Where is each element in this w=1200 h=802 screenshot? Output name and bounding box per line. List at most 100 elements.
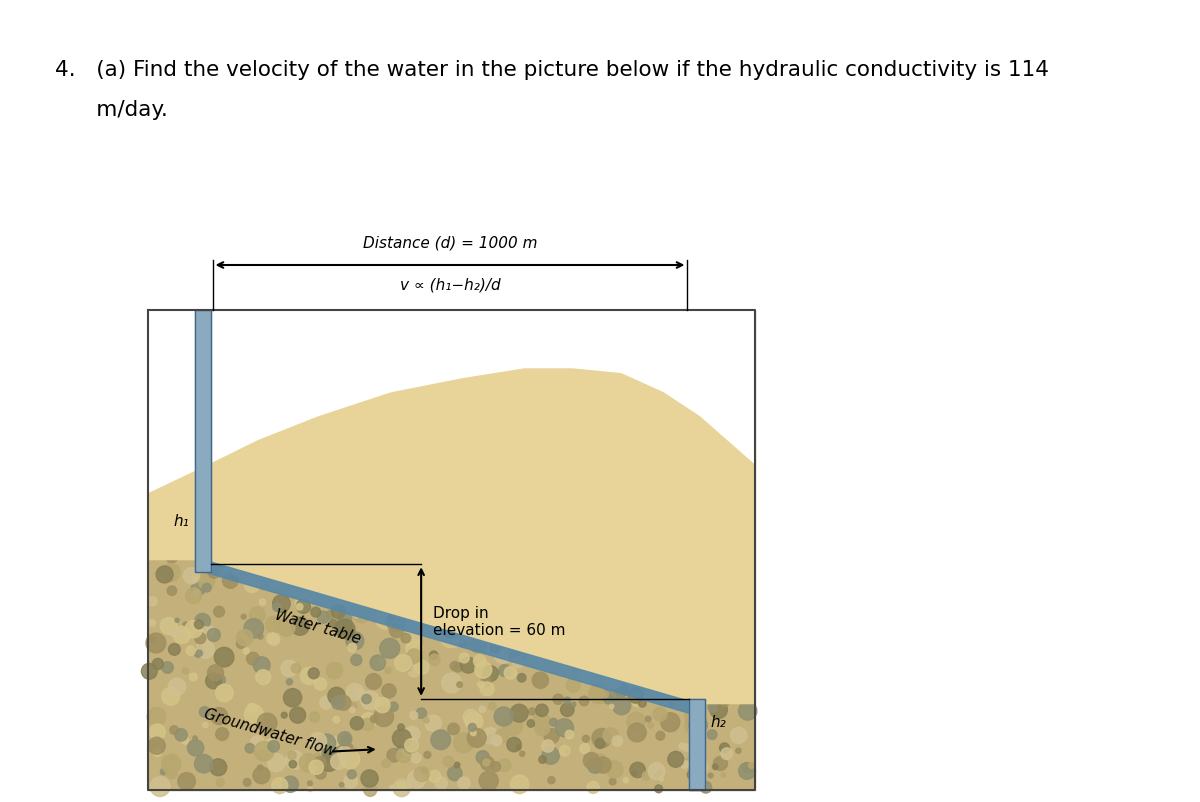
Circle shape <box>479 771 498 790</box>
Circle shape <box>562 661 572 671</box>
Circle shape <box>504 666 517 679</box>
Circle shape <box>149 737 166 754</box>
Circle shape <box>371 715 378 723</box>
Circle shape <box>451 625 464 638</box>
Circle shape <box>211 707 228 724</box>
Circle shape <box>154 748 161 756</box>
Circle shape <box>258 634 263 639</box>
Circle shape <box>203 723 208 727</box>
Circle shape <box>379 659 385 665</box>
Circle shape <box>347 683 364 700</box>
Circle shape <box>533 713 551 731</box>
Circle shape <box>247 703 257 713</box>
Circle shape <box>257 673 265 682</box>
Circle shape <box>379 638 400 658</box>
Circle shape <box>533 672 548 688</box>
Circle shape <box>460 638 464 643</box>
Circle shape <box>319 696 332 709</box>
Circle shape <box>454 733 474 753</box>
Circle shape <box>272 603 281 611</box>
Circle shape <box>286 751 305 769</box>
Circle shape <box>196 650 203 656</box>
Circle shape <box>604 695 613 704</box>
Circle shape <box>550 719 558 726</box>
Circle shape <box>361 695 371 703</box>
Circle shape <box>246 652 259 665</box>
Circle shape <box>168 643 180 655</box>
Circle shape <box>503 715 522 735</box>
Circle shape <box>236 630 253 646</box>
Circle shape <box>713 764 718 769</box>
Circle shape <box>236 639 246 648</box>
Circle shape <box>626 712 646 731</box>
Circle shape <box>336 619 355 638</box>
Circle shape <box>292 663 301 673</box>
Circle shape <box>431 730 450 750</box>
Circle shape <box>388 614 395 621</box>
Circle shape <box>410 752 421 763</box>
Circle shape <box>656 731 665 740</box>
Circle shape <box>386 613 404 631</box>
Circle shape <box>491 735 502 746</box>
Circle shape <box>314 756 326 768</box>
Circle shape <box>599 671 606 678</box>
Circle shape <box>269 634 280 646</box>
Circle shape <box>259 599 265 606</box>
Circle shape <box>175 618 179 622</box>
Circle shape <box>162 687 180 705</box>
Circle shape <box>245 577 260 593</box>
Circle shape <box>344 775 358 788</box>
Polygon shape <box>689 699 706 790</box>
Circle shape <box>397 781 406 788</box>
Circle shape <box>421 768 427 774</box>
Circle shape <box>428 654 440 665</box>
Circle shape <box>544 728 559 743</box>
Circle shape <box>467 728 486 747</box>
Circle shape <box>628 723 647 742</box>
Circle shape <box>659 777 664 781</box>
Circle shape <box>194 620 203 629</box>
Circle shape <box>404 630 421 647</box>
Circle shape <box>162 662 173 673</box>
Text: v ∝ (h₁−h₂)/d: v ∝ (h₁−h₂)/d <box>400 278 500 293</box>
Circle shape <box>182 622 190 629</box>
Circle shape <box>390 624 403 638</box>
Circle shape <box>610 778 616 785</box>
Circle shape <box>310 760 324 775</box>
Circle shape <box>708 773 713 778</box>
Circle shape <box>281 712 287 718</box>
Circle shape <box>364 784 377 796</box>
Circle shape <box>494 648 510 663</box>
Circle shape <box>256 674 265 684</box>
Circle shape <box>257 713 277 733</box>
Circle shape <box>487 735 494 743</box>
Circle shape <box>170 755 178 764</box>
Circle shape <box>208 629 221 642</box>
Circle shape <box>193 736 197 740</box>
Circle shape <box>193 646 204 658</box>
Circle shape <box>424 751 431 759</box>
Circle shape <box>347 770 356 779</box>
Circle shape <box>329 744 343 759</box>
Circle shape <box>454 662 463 672</box>
Circle shape <box>478 682 485 688</box>
Circle shape <box>602 691 608 698</box>
Text: Groundwater flow: Groundwater flow <box>202 706 337 759</box>
Circle shape <box>684 716 702 734</box>
Circle shape <box>481 756 494 770</box>
Circle shape <box>721 772 726 777</box>
Circle shape <box>166 550 178 563</box>
Circle shape <box>208 665 223 681</box>
Circle shape <box>691 759 708 775</box>
Circle shape <box>580 696 589 706</box>
Circle shape <box>282 776 299 792</box>
Circle shape <box>454 762 460 768</box>
Circle shape <box>695 780 698 784</box>
Circle shape <box>602 670 622 689</box>
Circle shape <box>272 595 290 613</box>
Circle shape <box>592 728 611 747</box>
Circle shape <box>396 746 406 755</box>
Circle shape <box>269 577 281 588</box>
Circle shape <box>294 581 300 587</box>
Circle shape <box>580 743 589 754</box>
